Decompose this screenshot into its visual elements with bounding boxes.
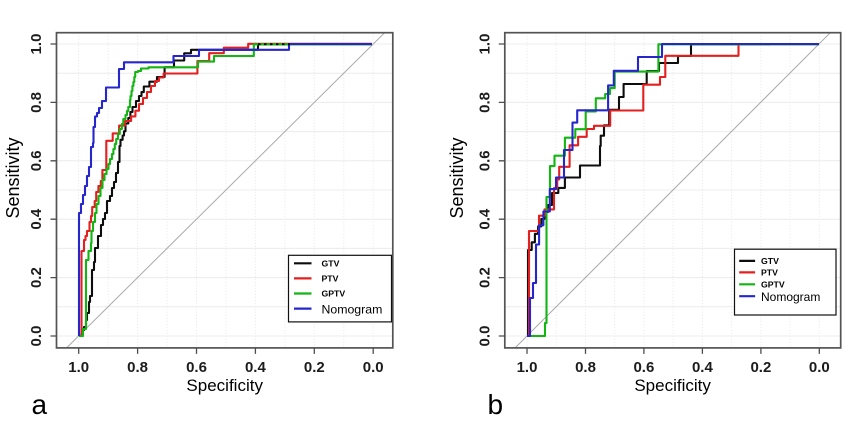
svg-text:Nomogram: Nomogram (322, 302, 383, 316)
svg-text:0.4: 0.4 (245, 359, 267, 376)
svg-text:GPTV: GPTV (322, 289, 346, 299)
svg-text:1.0: 1.0 (68, 359, 89, 376)
svg-text:0.0: 0.0 (363, 359, 384, 376)
svg-text:Specificity: Specificity (634, 376, 711, 395)
svg-text:0.2: 0.2 (750, 359, 771, 376)
svg-text:1.0: 1.0 (477, 34, 494, 55)
svg-text:0.4: 0.4 (692, 359, 714, 376)
svg-text:0.6: 0.6 (186, 359, 207, 376)
svg-text:0.2: 0.2 (477, 267, 494, 288)
svg-text:Sensitivity: Sensitivity (447, 137, 467, 218)
svg-text:0.0: 0.0 (477, 326, 494, 347)
svg-text:0.8: 0.8 (127, 359, 148, 376)
svg-text:0.2: 0.2 (28, 267, 45, 288)
svg-text:0.0: 0.0 (28, 326, 45, 347)
svg-text:Nomogram: Nomogram (761, 290, 820, 304)
svg-text:Sensitivity: Sensitivity (3, 137, 23, 218)
svg-text:0.8: 0.8 (28, 92, 45, 113)
svg-text:GPTV: GPTV (761, 280, 785, 290)
svg-text:0.4: 0.4 (477, 208, 494, 230)
svg-text:0.8: 0.8 (575, 359, 596, 376)
svg-text:Specificity: Specificity (186, 376, 263, 395)
svg-text:PTV: PTV (322, 274, 339, 284)
svg-text:0.8: 0.8 (477, 92, 494, 113)
svg-text:b: b (488, 389, 504, 420)
svg-text:0.6: 0.6 (28, 150, 45, 171)
svg-text:1.0: 1.0 (517, 359, 538, 376)
svg-text:PTV: PTV (761, 268, 778, 278)
svg-text:0.0: 0.0 (809, 359, 830, 376)
svg-text:0.4: 0.4 (28, 208, 45, 230)
svg-text:a: a (32, 389, 48, 420)
svg-text:1.0: 1.0 (28, 34, 45, 55)
svg-text:0.6: 0.6 (477, 150, 494, 171)
svg-text:GTV: GTV (761, 256, 779, 266)
svg-text:GTV: GTV (322, 259, 340, 269)
svg-text:0.6: 0.6 (633, 359, 654, 376)
svg-text:0.2: 0.2 (304, 359, 325, 376)
